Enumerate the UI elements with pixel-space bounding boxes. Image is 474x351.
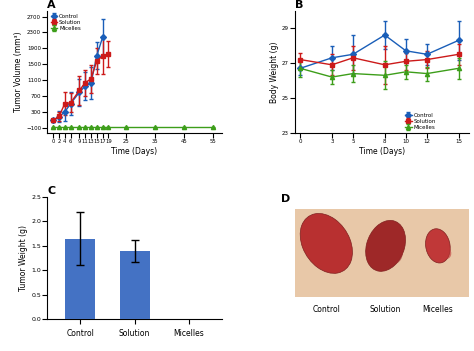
X-axis label: Time (Days): Time (Days) xyxy=(111,147,158,156)
X-axis label: Time (Days): Time (Days) xyxy=(359,147,405,156)
Legend: Control, Solution, Micelles: Control, Solution, Micelles xyxy=(50,13,82,32)
Ellipse shape xyxy=(310,231,350,264)
Text: A: A xyxy=(47,0,56,10)
Ellipse shape xyxy=(365,220,406,271)
Legend: Control, Solution, Micelles: Control, Solution, Micelles xyxy=(404,112,437,130)
Ellipse shape xyxy=(300,213,353,273)
Ellipse shape xyxy=(431,240,451,259)
Text: Control: Control xyxy=(312,305,340,314)
Text: C: C xyxy=(47,186,55,196)
Bar xyxy=(65,239,95,319)
Ellipse shape xyxy=(375,234,403,265)
Text: Micelles: Micelles xyxy=(422,305,453,314)
Text: Solution: Solution xyxy=(370,305,401,314)
Text: D: D xyxy=(281,194,290,204)
Y-axis label: Body Weight (g): Body Weight (g) xyxy=(270,41,279,102)
Y-axis label: Tumor Volume (mm³): Tumor Volume (mm³) xyxy=(14,32,23,112)
FancyBboxPatch shape xyxy=(295,209,469,297)
Text: B: B xyxy=(295,0,303,10)
Bar xyxy=(119,251,149,319)
Ellipse shape xyxy=(426,229,450,263)
Y-axis label: Tumor Weight (g): Tumor Weight (g) xyxy=(19,225,28,291)
